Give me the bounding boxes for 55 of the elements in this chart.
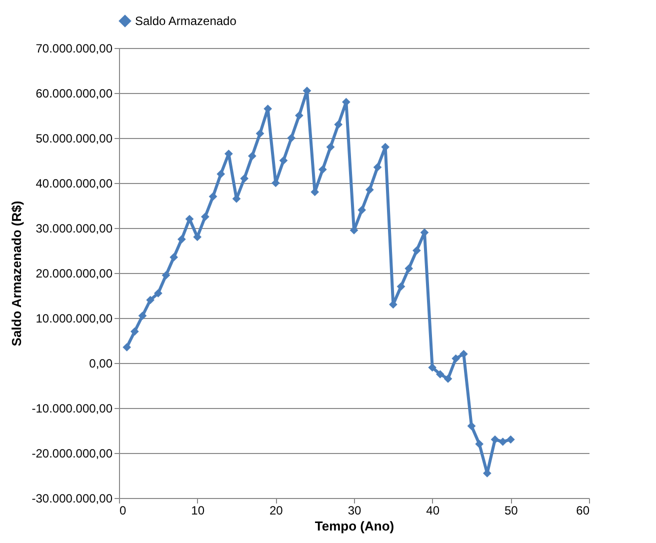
point bbox=[170, 253, 178, 262]
point bbox=[490, 435, 500, 444]
point bbox=[177, 235, 186, 244]
point bbox=[279, 156, 288, 165]
point bbox=[208, 192, 218, 201]
point bbox=[294, 111, 304, 120]
point bbox=[506, 435, 515, 444]
point bbox=[138, 312, 147, 320]
point bbox=[326, 142, 335, 152]
y-tick-label: 20.000.000,00 bbox=[36, 266, 113, 280]
y-tick-label: 0,00 bbox=[89, 356, 113, 370]
y-tick-label: -10.000.000,00 bbox=[32, 402, 113, 416]
legend-label: Saldo Armazenado bbox=[135, 14, 237, 28]
point bbox=[130, 327, 139, 336]
point bbox=[404, 264, 414, 273]
point bbox=[287, 134, 296, 142]
x-tick-label: 10 bbox=[191, 504, 205, 518]
point bbox=[240, 174, 249, 183]
x-tick-label: 50 bbox=[504, 504, 518, 518]
point bbox=[162, 271, 170, 280]
point bbox=[444, 374, 452, 383]
y-tick-label: 50.000.000,00 bbox=[36, 132, 113, 146]
point bbox=[334, 120, 343, 129]
y-tick-label: 40.000.000,00 bbox=[36, 176, 113, 190]
point bbox=[412, 246, 421, 255]
x-tick-label: 40 bbox=[426, 504, 440, 518]
point bbox=[154, 289, 162, 298]
point bbox=[498, 438, 508, 446]
point bbox=[358, 206, 366, 214]
y-tick-label: -20.000.000,00 bbox=[32, 446, 113, 460]
point bbox=[146, 296, 155, 304]
point bbox=[396, 282, 406, 291]
x-tick-label: 0 bbox=[120, 504, 126, 518]
point bbox=[452, 354, 460, 363]
point bbox=[216, 170, 226, 178]
y-tick-label: 10.000.000,00 bbox=[36, 312, 113, 326]
point bbox=[373, 163, 382, 172]
y-tick-label: -30.000.000,00 bbox=[32, 492, 113, 506]
point bbox=[248, 152, 256, 160]
y-tick-label: 30.000.000,00 bbox=[36, 222, 113, 236]
x-tick-label: 60 bbox=[576, 504, 590, 518]
point bbox=[365, 186, 374, 194]
point bbox=[436, 370, 444, 378]
point bbox=[256, 129, 264, 138]
x-tick-label: 30 bbox=[348, 504, 362, 518]
point bbox=[193, 232, 202, 242]
y-tick-label: 60.000.000,00 bbox=[36, 86, 113, 100]
x-tick-label: 20 bbox=[269, 504, 284, 518]
x-axis-title: Tempo (Ano) bbox=[314, 518, 394, 534]
point bbox=[122, 343, 132, 352]
point bbox=[200, 212, 210, 221]
point bbox=[318, 165, 327, 174]
y-tick-label: 70.000.000,00 bbox=[36, 42, 113, 56]
y-axis-title: Saldo Armazenado (R$) bbox=[8, 200, 24, 346]
point bbox=[475, 440, 484, 448]
